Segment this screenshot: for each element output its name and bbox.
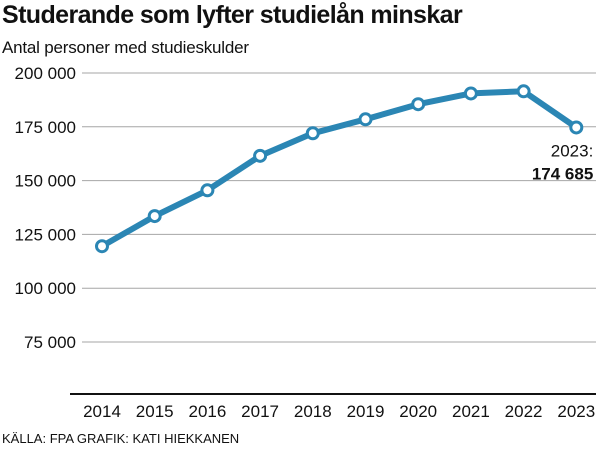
- data-points: [95, 84, 584, 254]
- y-tick-labels: 75 000 100 000 125 000 150 000 175 000 200 00…: [15, 64, 76, 352]
- chart-subtitle: Antal personer med studieskulder: [2, 38, 249, 57]
- gridlines: [82, 72, 596, 343]
- y-tick-175000: 175 000: [15, 118, 76, 137]
- data-point-2022: [516, 84, 531, 99]
- chart-title: Studerande som lyfter studielån minskar: [2, 1, 463, 29]
- x-tick-2018: 2018: [294, 402, 332, 421]
- x-tick-2023: 2023: [557, 402, 595, 421]
- data-point-2016: [200, 183, 215, 198]
- y-tick-100000: 100 000: [15, 279, 76, 298]
- data-point-2017: [253, 148, 268, 163]
- data-point-2023: [569, 120, 584, 135]
- data-point-2015: [147, 209, 162, 224]
- x-tick-2021: 2021: [452, 402, 490, 421]
- x-tick-2015: 2015: [136, 402, 174, 421]
- x-tick-labels: 2014 2015 2016 2017 2018 2019 2020 2021 2022 2023: [83, 402, 595, 421]
- data-point-2020: [411, 97, 426, 112]
- x-tick-2022: 2022: [505, 402, 543, 421]
- data-point-2019: [358, 112, 373, 127]
- series-line: [99, 88, 580, 250]
- annotation-year: 2023:: [551, 141, 594, 160]
- x-tick-2016: 2016: [188, 402, 226, 421]
- y-tick-150000: 150 000: [15, 172, 76, 191]
- x-tick-2017: 2017: [241, 402, 279, 421]
- annotation-value: 174 685: [532, 164, 593, 183]
- x-tick-2014: 2014: [83, 402, 121, 421]
- source-credit: KÄLLA: FPA GRAFIK: KATI HIEKKANEN: [2, 431, 240, 446]
- data-point-2021: [463, 86, 478, 101]
- x-tick-2020: 2020: [399, 402, 437, 421]
- x-tick-2019: 2019: [347, 402, 385, 421]
- data-point-2018: [305, 126, 320, 141]
- data-point-2014: [95, 239, 109, 254]
- y-tick-200000: 200 000: [15, 64, 76, 83]
- y-tick-75000: 75 000: [24, 333, 76, 352]
- y-tick-125000: 125 000: [15, 225, 76, 244]
